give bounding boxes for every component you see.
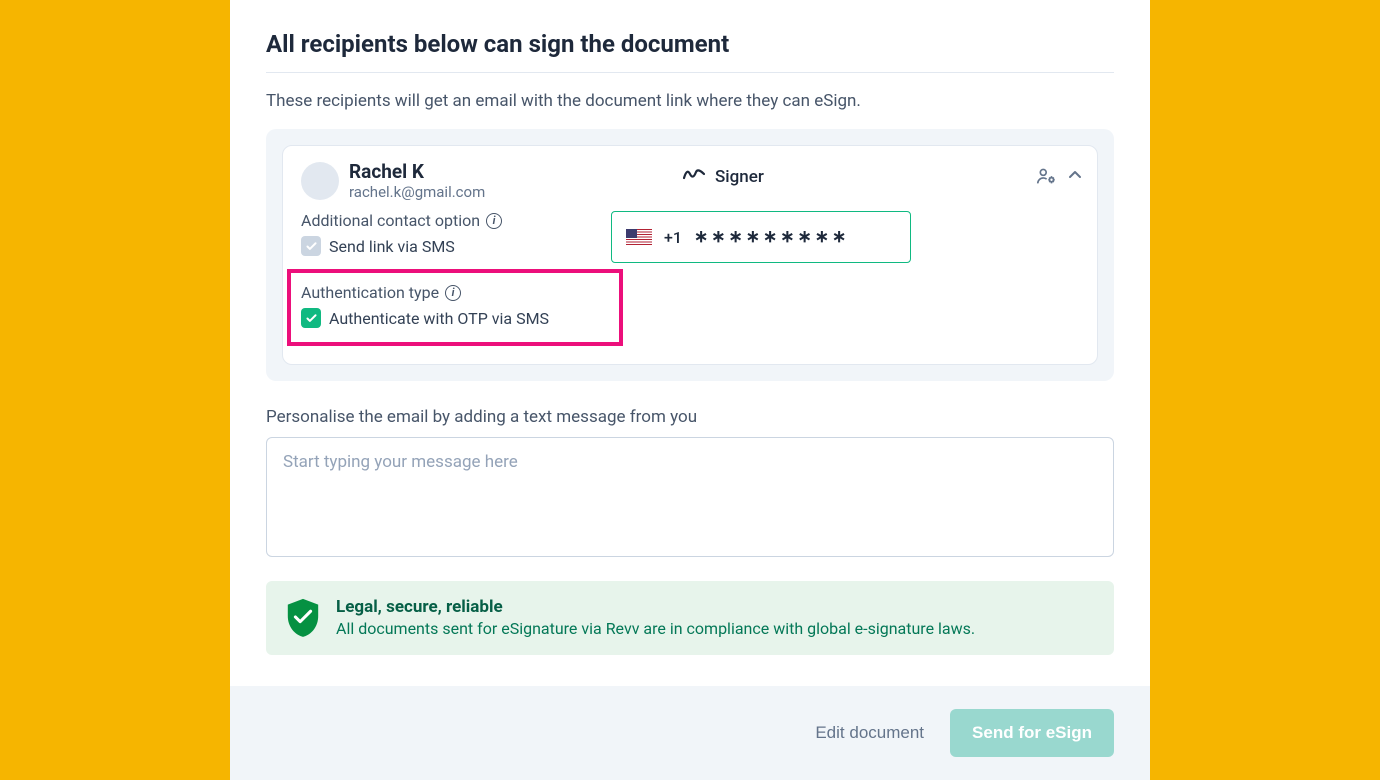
- page-title: All recipients below can sign the docume…: [266, 30, 1114, 58]
- signature-icon: [683, 166, 705, 187]
- recipient-list: Rachel K rachel.k@gmail.com Signer: [266, 129, 1114, 381]
- legal-title: Legal, secure, reliable: [336, 597, 975, 617]
- role-label: Signer: [715, 167, 764, 187]
- dialog-footer: Edit document Send for eSign: [230, 686, 1150, 780]
- subtitle: These recipients will get an email with …: [266, 91, 1114, 111]
- recipient-card: Rachel K rachel.k@gmail.com Signer: [282, 145, 1098, 365]
- message-label: Personalise the email by adding a text m…: [266, 407, 1114, 427]
- phone-input[interactable]: +1 ∗∗∗∗∗∗∗∗∗: [611, 211, 911, 263]
- phone-masked: ∗∗∗∗∗∗∗∗∗: [694, 227, 849, 247]
- shield-check-icon: [284, 597, 322, 639]
- avatar: [301, 162, 339, 200]
- flag-us-icon: [626, 229, 652, 245]
- auth-otp-checkbox[interactable]: Authenticate with OTP via SMS: [301, 308, 607, 328]
- auth-type-label: Authentication type i: [301, 283, 607, 302]
- checkbox-checked-icon: [301, 236, 321, 256]
- legal-banner: Legal, secure, reliable All documents se…: [266, 581, 1114, 655]
- collapse-icon[interactable]: [1067, 167, 1083, 188]
- send-for-esign-button[interactable]: Send for eSign: [950, 709, 1114, 757]
- role-selector[interactable]: Signer: [683, 166, 764, 187]
- recipient-name: Rachel K: [349, 160, 485, 183]
- dialog-panel: All recipients below can sign the docume…: [230, 0, 1150, 780]
- recipient-email: rachel.k@gmail.com: [349, 183, 485, 201]
- checkbox-checked-icon: [301, 308, 321, 328]
- legal-text: All documents sent for eSignature via Re…: [336, 619, 975, 638]
- auth-otp-label: Authenticate with OTP via SMS: [329, 309, 549, 328]
- send-sms-checkbox[interactable]: Send link via SMS: [301, 236, 591, 256]
- contact-option-label: Additional contact option i: [301, 211, 591, 230]
- user-settings-icon[interactable]: [1035, 166, 1057, 188]
- edit-document-button[interactable]: Edit document: [815, 723, 924, 743]
- message-textarea[interactable]: [266, 437, 1114, 557]
- auth-type-highlight: Authentication type i Authenticate with …: [287, 269, 623, 346]
- info-icon[interactable]: i: [445, 285, 461, 301]
- dial-code: +1: [664, 228, 682, 247]
- info-icon[interactable]: i: [486, 213, 502, 229]
- send-sms-label: Send link via SMS: [329, 237, 455, 256]
- title-divider: [266, 72, 1114, 73]
